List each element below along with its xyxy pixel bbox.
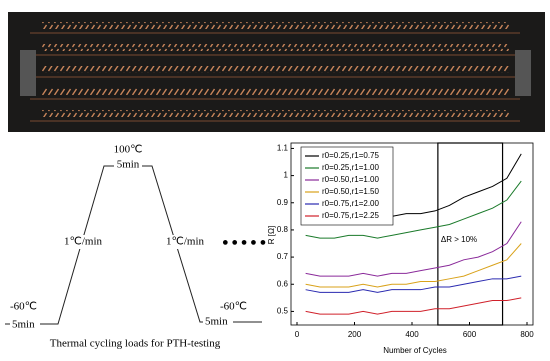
y-tick-label: 0.7 [277, 252, 289, 261]
legend-label: r0=0.50,r1=1.00 [322, 175, 379, 184]
series-line [305, 297, 522, 315]
low-hold-start: 5min [12, 319, 35, 331]
y-tick-label: 0.8 [277, 225, 289, 234]
legend-label: r0=0.75,r1=2.00 [322, 199, 379, 208]
ramp-down: 1℃/min [166, 236, 205, 248]
x-tick-label: 0 [295, 330, 300, 339]
y-tick-label: 0.6 [277, 279, 289, 288]
thermal-profile: 100℃ 5min 1℃/min 1℃/min -60℃ 5min -60℃ 5… [5, 144, 266, 350]
low-hold-end: 5min [205, 316, 228, 328]
caption: Thermal cycling loads for PTH-testing [50, 338, 221, 350]
ramp-up: 1℃/min [64, 236, 103, 248]
low-temp-start: -60℃ [10, 301, 37, 313]
x-tick-label: 600 [463, 330, 477, 339]
legend-label: r0=0.25,r1=0.75 [322, 151, 379, 160]
connector-dots: ● ● ● ● ● [222, 237, 266, 249]
x-tick-label: 800 [520, 330, 534, 339]
pcb-photo [8, 12, 545, 132]
y-axis-label: R [Ω] [267, 226, 276, 244]
legend-label: r0=0.50,r1=1.50 [322, 187, 379, 196]
y-tick-label: 0.5 [277, 307, 289, 316]
high-temp: 100℃ [114, 144, 143, 156]
x-tick-label: 200 [348, 330, 362, 339]
y-tick-label: 0.9 [277, 198, 289, 207]
series-line [305, 275, 522, 293]
high-hold: 5min [117, 159, 140, 171]
line-chart: Number of Cycles R [Ω] 0.5 0.6 0.7 0.8 0.9 1 1… [267, 142, 534, 355]
legend-label: r0=0.25,r1=1.00 [322, 163, 379, 172]
legend-label: r0=0.75,r1=2.25 [322, 211, 379, 220]
annotation: ΔR > 10% [441, 235, 477, 244]
x-tick-label: 400 [405, 330, 419, 339]
series-line [305, 243, 522, 288]
legend-box [300, 146, 394, 226]
low-temp-end: -60℃ [220, 301, 247, 313]
y-tick-label: 1 [284, 171, 289, 180]
highlight-box [437, 142, 504, 326]
series-line [305, 180, 522, 239]
y-tick-label: 1.1 [277, 144, 289, 153]
x-axis-label: Number of Cycles [383, 346, 447, 355]
series-line [305, 221, 522, 277]
